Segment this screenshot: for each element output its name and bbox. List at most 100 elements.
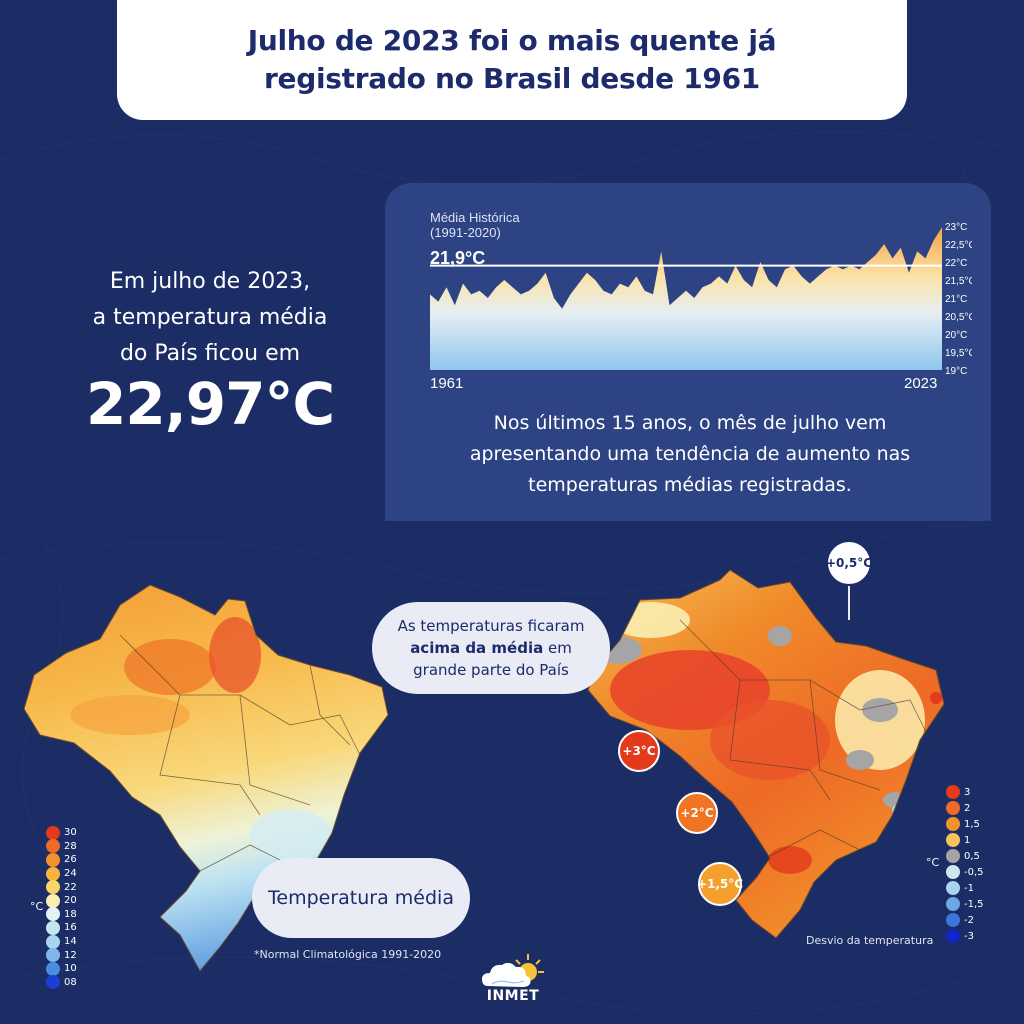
callout-line-3: grande parte do País [413,661,569,679]
legend-label: 12 [64,949,77,961]
legend-item: 30 [46,825,77,840]
title-line-1: Julho de 2023 foi o mais quente já [247,24,777,57]
legend-label: 26 [64,854,77,866]
x-start-label: 1961 [430,375,463,392]
legend-item: 1 [946,832,984,848]
legend-swatch [946,897,960,911]
legend-swatch [946,929,960,943]
legend-item: 08 [46,975,77,990]
legend-label: 30 [64,827,77,839]
callout-line-1: As temperaturas ficaram [397,617,585,635]
legend-swatch [946,881,960,895]
y-tick-label: 22,5°C [945,240,972,251]
legend-label: 22 [64,881,77,893]
legend-item: 16 [46,920,77,935]
reference-label-line-2: (1991-2020) [430,225,501,240]
y-tick-label: 21°C [945,294,967,305]
legend-item: 12 [46,948,77,963]
legend-item: 0,5 [946,848,984,864]
legend-label: 16 [64,922,77,934]
temperature-area-series [430,227,942,370]
legend-item: -3 [946,928,984,944]
legend-label: 1 [964,834,971,846]
legend-label: -1 [964,882,974,894]
y-tick-label: 22°C [945,258,967,269]
intro-line-1: Em julho de 2023, [109,269,311,294]
legend-swatch [946,913,960,927]
temperature-history-chart: Média Histórica (1991-2020) 21,9°C 1961 … [430,210,972,392]
legend-label: 28 [64,840,77,852]
deviation-bubble-plus-3: +3°C [618,730,660,772]
legend-label: -2 [964,914,974,926]
above-average-callout: As temperaturas ficaram acima da média e… [372,602,610,694]
legend-label: -1,5 [964,898,984,910]
legend-label: 10 [64,963,77,975]
x-end-label: 2023 [904,375,937,392]
legend-swatch [46,907,60,922]
y-tick-label: 21,5°C [945,276,972,287]
climatological-normal-footnote: *Normal Climatológica 1991-2020 [254,948,442,961]
legend-swatch [946,849,960,863]
intro-text: Em julho de 2023, a temperatura média do… [60,264,360,372]
legend-item: -0,5 [946,864,984,880]
legend-swatch [946,801,960,815]
legend-item: 18 [46,907,77,922]
intro-line-2: a temperatura média [92,305,328,330]
legend-swatch [946,817,960,831]
title-line-2: registrado no Brasil desde 1961 [264,62,760,95]
legend-swatch [46,920,60,935]
legend-label: -3 [964,930,974,942]
average-temperature-callout: Temperatura média [252,858,470,938]
trend-description: Nos últimos 15 anos, o mês de julho vem … [408,408,972,501]
legend-swatch [946,785,960,799]
inmet-logo-text: INMET [486,988,540,1004]
legend-item: 20 [46,893,77,908]
deviation-map-label: Desvio da temperatura [806,934,934,947]
legend-swatch [46,893,60,908]
legend-swatch [946,833,960,847]
deviation-bubble-plus-1-5: +1,5°C [697,862,743,906]
legend-item: 2 [946,800,984,816]
legend-item: 22 [46,880,77,895]
legend-swatch [46,825,60,840]
trend-line-2: apresentando uma tendência de aumento na… [469,443,911,465]
title-box: Julho de 2023 foi o mais quente já regis… [117,0,907,120]
legend-label: 20 [64,895,77,907]
deviation-bubble-plus-2: +2°C [676,792,718,834]
callout-line-2-rest: em [543,639,572,657]
legend-item: -1 [946,880,984,896]
legend-label: 14 [64,936,77,948]
legend-item: 24 [46,866,77,881]
legend-label: 08 [64,976,77,988]
legend-swatch [46,880,60,895]
legend-item: 10 [46,961,77,976]
y-tick-label: 19,5°C [945,348,972,359]
deviation-bubble-plus-0-5: +0,5°C [826,540,872,586]
legend-swatch [46,852,60,867]
average-temperature-value: 22,97°C [85,370,335,438]
intro-line-3: do País ficou em [119,341,301,366]
right-legend-unit: °C [926,856,940,869]
legend-label: 0,5 [964,850,980,862]
trend-line-3: temperaturas médias registradas. [528,474,852,496]
left-legend-unit: °C [30,900,44,913]
y-tick-label: 19°C [945,366,967,377]
legend-swatch [46,948,60,963]
legend-swatch [46,839,60,854]
callout-line-2: acima da média em [372,637,610,659]
y-tick-label: 23°C [945,222,967,233]
temperature-deviation-map [587,569,945,939]
legend-item: -2 [946,912,984,928]
legend-label: -0,5 [964,866,984,878]
legend-swatch [946,865,960,879]
legend-swatch [46,975,60,990]
legend-label: 18 [64,908,77,920]
inmet-logo: INMET [478,952,548,1004]
legend-item: 28 [46,839,77,854]
legend-item: 26 [46,852,77,867]
legend-label: 3 [964,786,971,798]
legend-label: 24 [64,868,77,880]
legend-swatch [46,934,60,949]
y-tick-label: 20,5°C [945,312,972,323]
legend-item: -1,5 [946,896,984,912]
